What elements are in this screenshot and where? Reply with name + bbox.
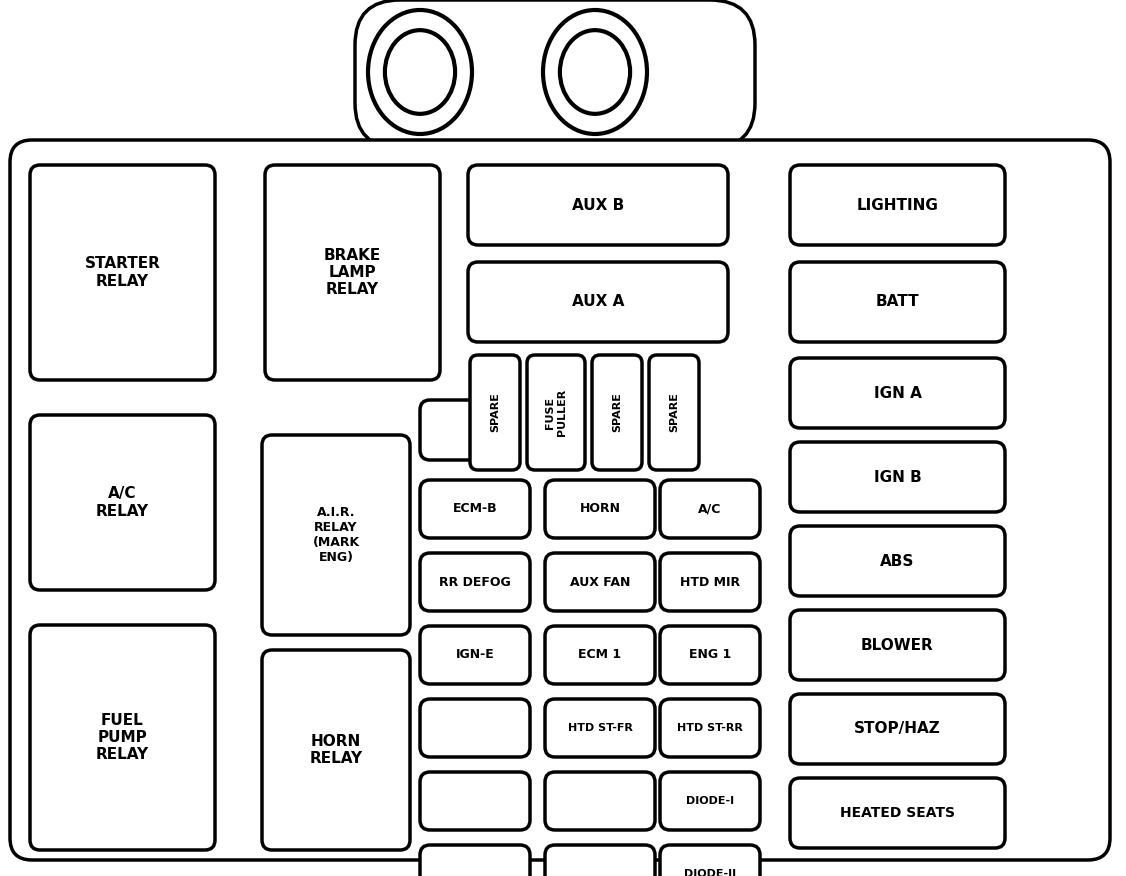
Text: ECM 1: ECM 1 — [579, 648, 622, 661]
FancyBboxPatch shape — [649, 355, 699, 470]
FancyBboxPatch shape — [420, 400, 502, 460]
Text: RR DEFOG: RR DEFOG — [439, 576, 511, 589]
FancyBboxPatch shape — [790, 694, 1006, 764]
Text: A.I.R.
RELAY
(MARK
ENG): A.I.R. RELAY (MARK ENG) — [312, 506, 359, 564]
Text: A/C
RELAY: A/C RELAY — [96, 486, 149, 519]
FancyBboxPatch shape — [420, 699, 530, 757]
FancyBboxPatch shape — [355, 0, 756, 148]
FancyBboxPatch shape — [470, 355, 520, 470]
Text: A/C: A/C — [698, 503, 722, 515]
Text: LIGHTING: LIGHTING — [857, 197, 938, 213]
FancyBboxPatch shape — [660, 480, 760, 538]
Text: IGN A: IGN A — [874, 385, 921, 400]
Text: ABS: ABS — [881, 554, 914, 569]
FancyBboxPatch shape — [545, 772, 655, 830]
Text: SPARE: SPARE — [669, 392, 679, 433]
FancyBboxPatch shape — [545, 699, 655, 757]
Text: SPARE: SPARE — [490, 392, 500, 433]
Text: SPARE: SPARE — [613, 392, 622, 433]
FancyBboxPatch shape — [660, 626, 760, 684]
FancyBboxPatch shape — [420, 772, 530, 830]
FancyBboxPatch shape — [790, 526, 1006, 596]
FancyBboxPatch shape — [262, 435, 410, 635]
FancyBboxPatch shape — [545, 626, 655, 684]
FancyBboxPatch shape — [790, 442, 1006, 512]
FancyBboxPatch shape — [30, 625, 215, 850]
FancyBboxPatch shape — [468, 165, 729, 245]
Text: FUSE
PULLER: FUSE PULLER — [545, 389, 566, 436]
FancyBboxPatch shape — [790, 358, 1006, 428]
FancyBboxPatch shape — [790, 610, 1006, 680]
FancyBboxPatch shape — [790, 262, 1006, 342]
Text: DIODE-II: DIODE-II — [683, 869, 736, 876]
Text: STOP/HAZ: STOP/HAZ — [855, 722, 941, 737]
Text: IGN B: IGN B — [874, 470, 921, 484]
Text: HTD ST-RR: HTD ST-RR — [677, 723, 743, 733]
FancyBboxPatch shape — [420, 553, 530, 611]
Text: BATT: BATT — [876, 294, 919, 309]
Text: STARTER
RELAY: STARTER RELAY — [84, 257, 160, 289]
Text: FUEL
PUMP
RELAY: FUEL PUMP RELAY — [96, 712, 149, 762]
FancyBboxPatch shape — [545, 845, 655, 876]
Text: DIODE-I: DIODE-I — [686, 796, 734, 806]
Text: AUX FAN: AUX FAN — [570, 576, 631, 589]
FancyBboxPatch shape — [265, 165, 440, 380]
FancyBboxPatch shape — [660, 553, 760, 611]
FancyBboxPatch shape — [545, 480, 655, 538]
FancyBboxPatch shape — [420, 480, 530, 538]
FancyBboxPatch shape — [790, 778, 1006, 848]
FancyBboxPatch shape — [30, 165, 215, 380]
Text: HTD MIR: HTD MIR — [680, 576, 740, 589]
Text: HORN: HORN — [580, 503, 620, 515]
Text: ENG 1: ENG 1 — [689, 648, 731, 661]
Text: ECM-B: ECM-B — [453, 503, 498, 515]
Ellipse shape — [560, 30, 631, 114]
FancyBboxPatch shape — [527, 355, 586, 470]
Text: HORN
RELAY: HORN RELAY — [310, 734, 363, 766]
Text: AUX B: AUX B — [572, 197, 624, 213]
Ellipse shape — [543, 10, 647, 134]
FancyBboxPatch shape — [262, 650, 410, 850]
FancyBboxPatch shape — [592, 355, 642, 470]
FancyBboxPatch shape — [660, 845, 760, 876]
Text: AUX A: AUX A — [572, 294, 624, 309]
Text: BLOWER: BLOWER — [861, 638, 933, 653]
FancyBboxPatch shape — [545, 553, 655, 611]
Text: IGN-E: IGN-E — [456, 648, 494, 661]
FancyBboxPatch shape — [420, 626, 530, 684]
FancyBboxPatch shape — [420, 845, 530, 876]
Text: HEATED SEATS: HEATED SEATS — [840, 806, 955, 820]
Text: HTD ST-FR: HTD ST-FR — [568, 723, 633, 733]
Ellipse shape — [368, 10, 472, 134]
FancyBboxPatch shape — [30, 415, 215, 590]
FancyBboxPatch shape — [660, 772, 760, 830]
Ellipse shape — [385, 30, 455, 114]
FancyBboxPatch shape — [10, 140, 1110, 860]
FancyBboxPatch shape — [468, 262, 729, 342]
FancyBboxPatch shape — [790, 165, 1006, 245]
Text: BRAKE
LAMP
RELAY: BRAKE LAMP RELAY — [324, 248, 381, 297]
FancyBboxPatch shape — [660, 699, 760, 757]
